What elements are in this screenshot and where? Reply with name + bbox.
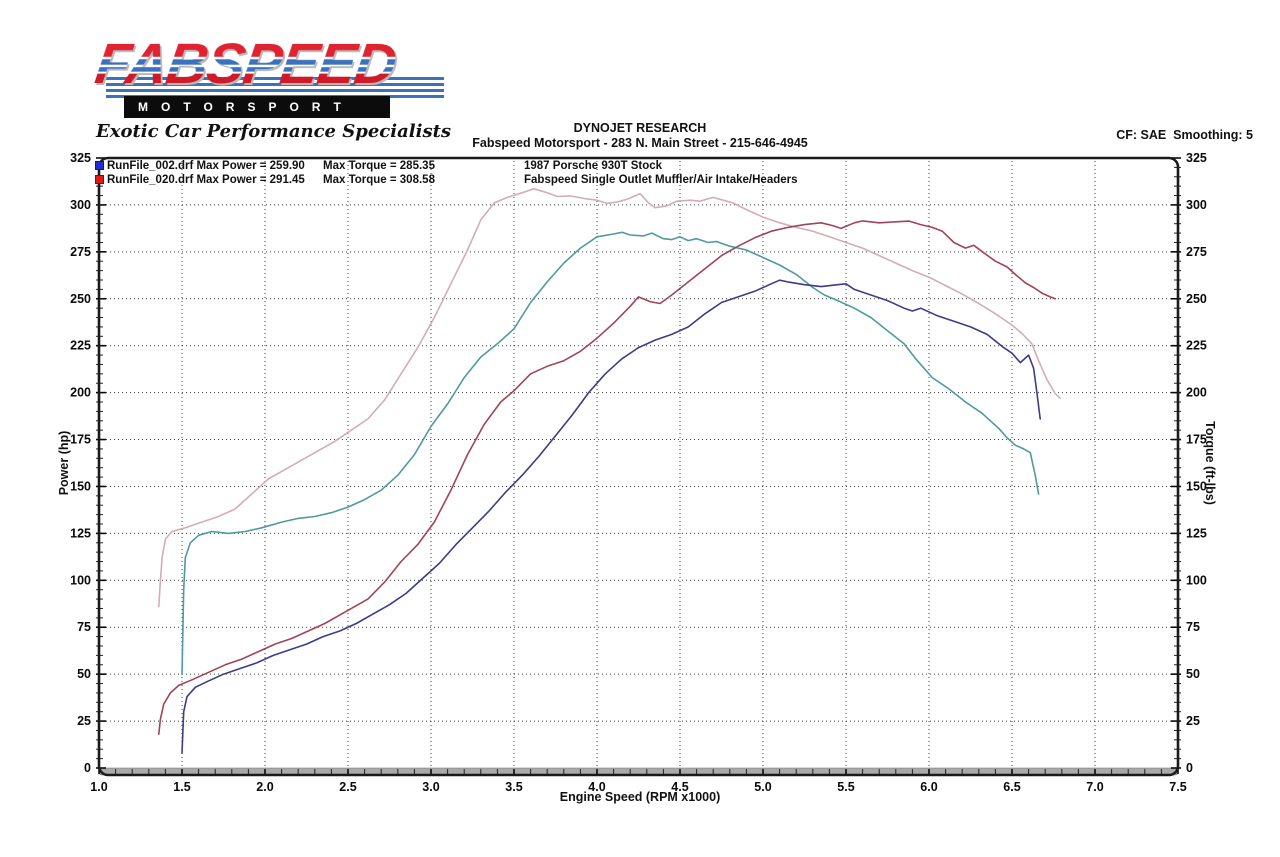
svg-text:100: 100: [70, 573, 91, 587]
svg-text:250: 250: [70, 292, 91, 306]
svg-text:300: 300: [1186, 198, 1207, 212]
svg-text:75: 75: [77, 620, 91, 634]
run-description: 1987 Porsche 930T Stock: [524, 159, 663, 172]
svg-text:275: 275: [1186, 245, 1207, 259]
logo-tagline: Exotic Car Performance Specialists: [96, 121, 452, 142]
svg-text:7.5: 7.5: [1169, 780, 1186, 794]
svg-text:275: 275: [70, 245, 91, 259]
svg-text:125: 125: [1186, 526, 1207, 540]
svg-text:150: 150: [70, 479, 91, 493]
run-color-swatch-icon: [95, 161, 104, 170]
legend-row-stock: RunFile_002.drf Max Power = 259.90 Max T…: [95, 159, 798, 172]
svg-text:5.5: 5.5: [837, 780, 854, 794]
svg-text:300: 300: [70, 198, 91, 212]
svg-text:175: 175: [70, 433, 91, 447]
svg-text:7.0: 7.0: [1086, 780, 1103, 794]
svg-text:225: 225: [70, 339, 91, 353]
y-axis-left-title: Power (hp): [57, 430, 71, 496]
logo-motorsport-bar: MOTORSPORT: [124, 96, 390, 118]
svg-text:25: 25: [1186, 714, 1200, 728]
svg-text:4.5: 4.5: [671, 780, 688, 794]
run-max-torque: Max Torque = 308.58: [323, 173, 435, 186]
x-axis-title: Engine Speed (RPM x1000): [559, 790, 721, 804]
svg-text:0: 0: [1186, 761, 1193, 775]
correction-factor-label: CF: SAE Smoothing: 5: [1116, 128, 1253, 142]
svg-text:50: 50: [1186, 667, 1200, 681]
run-legend: RunFile_002.drf Max Power = 259.90 Max T…: [95, 159, 798, 187]
svg-text:6.0: 6.0: [920, 780, 937, 794]
svg-text:125: 125: [70, 526, 91, 540]
svg-text:3.0: 3.0: [422, 780, 439, 794]
run-file-and-power: RunFile_020.drf Max Power = 291.45: [107, 173, 305, 186]
svg-text:175: 175: [1186, 433, 1207, 447]
svg-text:75: 75: [1186, 620, 1200, 634]
svg-text:50: 50: [77, 667, 91, 681]
run-description: Fabspeed Single Outlet Muffler/Air Intak…: [524, 173, 798, 186]
report-header: DYNOJET RESEARCH Fabspeed Motorsport - 2…: [0, 121, 1280, 150]
svg-text:250: 250: [1186, 292, 1207, 306]
svg-text:25: 25: [77, 714, 91, 728]
svg-text:4.0: 4.0: [588, 780, 605, 794]
svg-text:225: 225: [1186, 339, 1207, 353]
svg-text:5.0: 5.0: [754, 780, 771, 794]
svg-text:0: 0: [84, 761, 91, 775]
svg-text:1.5: 1.5: [173, 780, 190, 794]
legend-row-fabspeed: RunFile_020.drf Max Power = 291.45 Max T…: [95, 173, 798, 186]
run-max-torque: Max Torque = 285.35: [323, 159, 435, 172]
svg-text:3.5: 3.5: [505, 780, 522, 794]
svg-text:150: 150: [1186, 479, 1207, 493]
logo-subbrand-text: MOTORSPORT: [138, 100, 354, 114]
svg-text:2.5: 2.5: [339, 780, 356, 794]
fabspeed-logo: FABSPEED MOTORSPORT Exotic Car Performan…: [92, 32, 452, 144]
y-axis-right-title: Torque (ft-lbs): [1203, 421, 1217, 505]
logo-speed-lines-icon: [106, 74, 444, 100]
shop-address: Fabspeed Motorsport - 283 N. Main Street…: [472, 136, 808, 150]
svg-text:325: 325: [70, 151, 91, 165]
svg-text:200: 200: [1186, 386, 1207, 400]
svg-text:2.0: 2.0: [256, 780, 273, 794]
svg-text:200: 200: [70, 386, 91, 400]
svg-text:325: 325: [1186, 151, 1207, 165]
svg-text:100: 100: [1186, 573, 1207, 587]
logo-brand-text: FABSPEED: [92, 32, 440, 96]
report-title: DYNOJET RESEARCH: [573, 121, 707, 135]
run-color-swatch-icon: [95, 175, 104, 184]
run-file-and-power: RunFile_002.drf Max Power = 259.90: [107, 159, 305, 172]
svg-text:6.5: 6.5: [1003, 780, 1020, 794]
svg-text:1.0: 1.0: [90, 780, 107, 794]
